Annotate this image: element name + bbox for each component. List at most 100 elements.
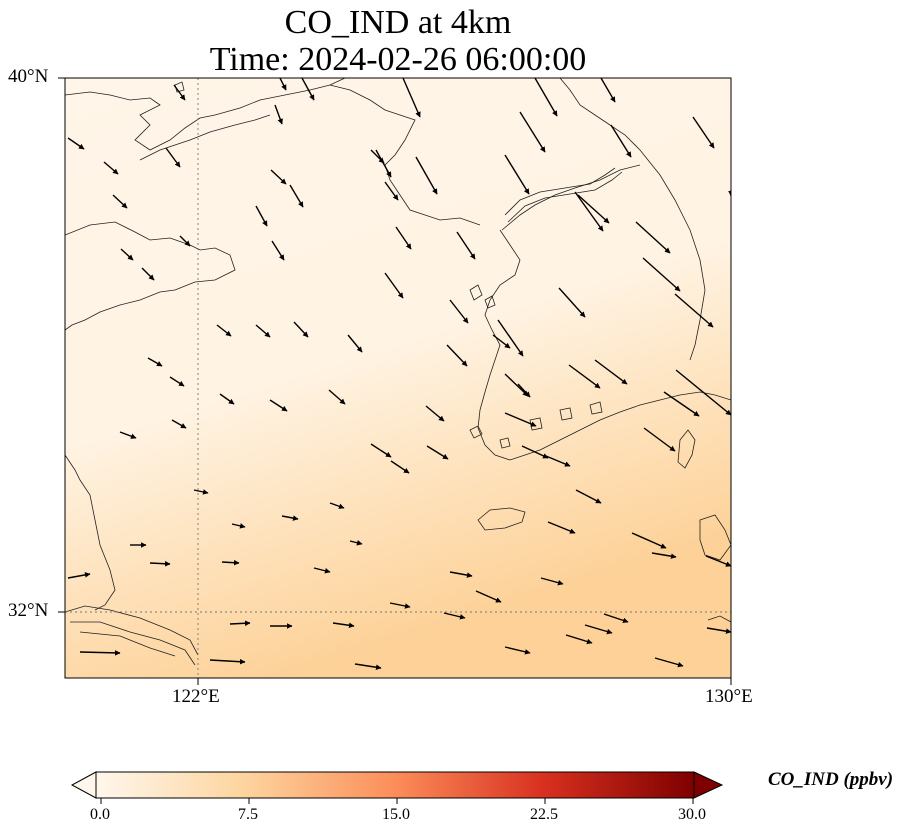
wind-arrow (643, 427, 676, 452)
wind-arrow (329, 502, 345, 509)
wind-arrow (395, 226, 412, 250)
wind-arrow (594, 359, 628, 385)
lon-tick-label-122e: 122°E (172, 686, 220, 707)
lon-tick-label-130e: 130°E (705, 686, 753, 707)
wind-arrow (603, 613, 629, 624)
wind-arrow (654, 657, 684, 668)
wind-arrow (534, 78, 558, 117)
wind-arrow (540, 577, 564, 586)
wind-arrow (574, 191, 604, 232)
coastlines (65, 78, 731, 666)
wind-arrow (610, 124, 632, 158)
title-line-1: CO_IND at 4km (284, 4, 512, 41)
wind-arrow (519, 111, 546, 153)
wind-arrow (425, 405, 445, 422)
wind-arrow (293, 321, 309, 338)
co-field (65, 78, 731, 678)
wind-arrow (497, 319, 524, 357)
lat-tick-label-32n: 32°N (8, 600, 49, 621)
wind-arrow (565, 634, 593, 645)
gridlines (65, 78, 731, 678)
colorbar-tick-1: 7.5 (238, 806, 258, 823)
wind-arrow (504, 154, 530, 195)
colorbar-extend-max (693, 771, 724, 799)
wind-arrow (255, 324, 271, 338)
colorbar-label: CO_IND (ppbv) (768, 769, 894, 790)
wind-arrow (545, 455, 571, 467)
wind-arrow (384, 181, 399, 201)
wind-arrow (706, 627, 731, 634)
wind-arrow (216, 324, 232, 337)
wind-arrow (193, 489, 209, 495)
wind-arrow (651, 552, 677, 559)
wind-arrow (390, 460, 410, 474)
wind-arrow (354, 663, 382, 671)
wind-arrow (274, 104, 283, 125)
wind-arrow (674, 293, 714, 328)
wind-arrow (120, 248, 134, 261)
lat-tick-label-40n: 40°N (8, 66, 49, 87)
wind-arrow (575, 489, 602, 504)
wind-arrow (449, 571, 473, 578)
wind-arrow (219, 393, 235, 405)
wind-arrow (443, 612, 466, 620)
wind-arrow (568, 364, 601, 389)
wind-arrow (446, 344, 468, 367)
wind-arrow (426, 445, 449, 460)
title-line-2: Time: 2024-02-26 06:00:00 (209, 41, 587, 78)
colorbar-extend-min (70, 771, 97, 799)
wind-arrow (504, 412, 537, 427)
wind-arrow (171, 419, 187, 429)
wind-arrow (349, 540, 363, 546)
wind-arrow (475, 590, 502, 603)
wind-arrow (281, 515, 299, 521)
wind-arrow (112, 194, 128, 209)
wind-arrow (705, 555, 731, 567)
wind-arrow (631, 532, 667, 549)
wind-arrow (504, 646, 531, 655)
wind-arrow (547, 521, 576, 534)
wind-arrow (577, 194, 610, 224)
wind-arrow (675, 369, 731, 416)
wind-arrow (415, 156, 438, 195)
wind-arrow (221, 559, 240, 566)
wind-arrow (384, 272, 404, 299)
wind-arrow (313, 567, 331, 574)
wind-arrow (370, 149, 385, 164)
wind-arrow (231, 523, 246, 529)
wind-arrow (301, 78, 315, 101)
colorbar-tick-2: 15.0 (382, 806, 410, 823)
wind-arrow (79, 650, 121, 656)
colorbar-tick-0: 0.0 (90, 806, 110, 823)
axis-ticks (58, 77, 732, 685)
wind-arrow (271, 240, 285, 261)
wind-arrow (149, 560, 171, 567)
map-frame (64, 77, 732, 679)
wind-arrow (147, 357, 163, 367)
wind-arrow (289, 184, 304, 208)
colorbar-tick-3: 22.5 (530, 806, 558, 823)
wind-arrow (165, 147, 181, 168)
wind-vectors (67, 78, 731, 671)
wind-arrow (663, 391, 700, 417)
wind-arrow (173, 84, 186, 101)
wind-arrow (103, 161, 119, 175)
wind-arrow (229, 620, 251, 627)
wind-arrow (521, 445, 549, 459)
wind-arrow (558, 287, 586, 318)
wind-arrow (209, 658, 246, 665)
wind-arrow (635, 221, 671, 254)
wind-arrow (67, 572, 91, 579)
wind-arrow (255, 205, 268, 227)
wind-arrow (402, 78, 421, 118)
wind-arrow (169, 376, 185, 387)
wind-arrow (389, 602, 411, 609)
colorbar-tick-4: 30.0 (678, 806, 706, 823)
wind-arrow (504, 373, 529, 397)
wind-arrow (449, 299, 469, 324)
wind-arrow (347, 334, 363, 353)
wind-arrow (328, 389, 346, 405)
wind-arrow (584, 624, 613, 635)
wind-arrow (67, 137, 85, 150)
